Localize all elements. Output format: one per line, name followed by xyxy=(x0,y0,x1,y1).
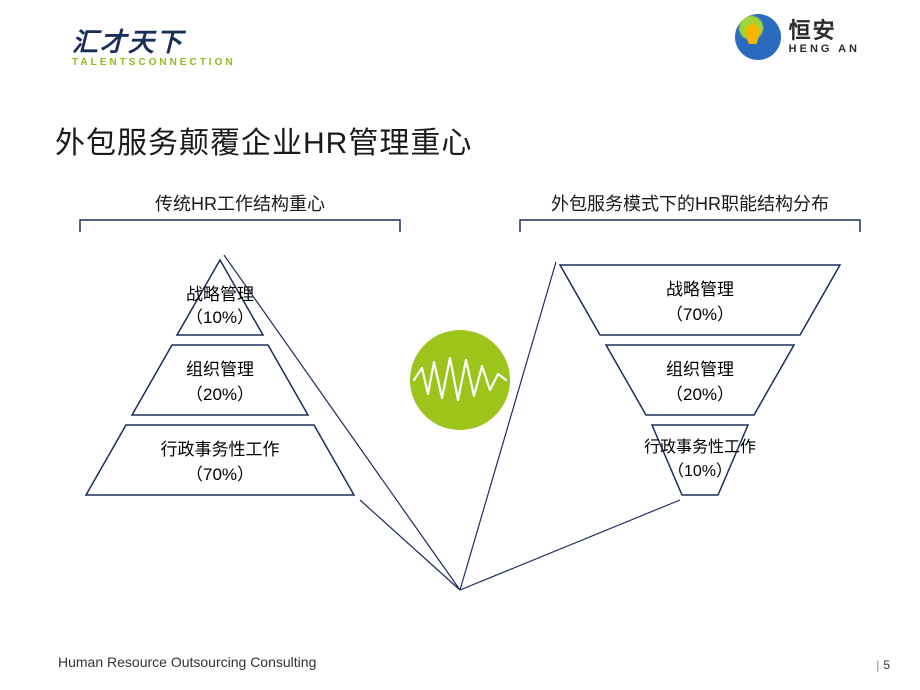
left-header: 传统HR工作结构重心 xyxy=(155,194,325,214)
right-l3-label: 行政事务性工作 xyxy=(644,438,756,456)
right-header: 外包服务模式下的HR职能结构分布 xyxy=(551,194,829,214)
logo-right-en: HENG AN xyxy=(789,43,860,55)
logo-left: 汇才天下 TALENTSCONNECTION xyxy=(72,22,236,68)
left-l1-label: 战略管理 xyxy=(186,285,254,304)
logo-right: 恒安 HENG AN xyxy=(735,14,860,60)
globe-icon xyxy=(735,14,781,60)
right-l3-pct: （10%） xyxy=(668,462,732,480)
right-l2-pct: （20%） xyxy=(666,385,734,404)
logo-left-en: TALENTSCONNECTION xyxy=(72,57,236,68)
left-l2-label: 组织管理 xyxy=(186,360,254,379)
right-l2-label: 组织管理 xyxy=(666,360,734,379)
footer-text: Human Resource Outsourcing Consulting xyxy=(58,654,316,670)
logo-right-cn: 恒安 xyxy=(789,19,860,43)
page-title: 外包服务颠覆企业HR管理重心 xyxy=(55,118,472,162)
left-l3-pct: （70%） xyxy=(186,465,254,484)
right-l1-pct: （70%） xyxy=(666,305,734,324)
hr-structure-diagram: 传统HR工作结构重心 外包服务模式下的HR职能结构分布 战略管理 （10%） 组… xyxy=(0,190,920,610)
left-l1-pct: （10%） xyxy=(186,308,254,327)
left-l2-pct: （20%） xyxy=(186,385,254,404)
left-l3-label: 行政事务性工作 xyxy=(161,440,280,459)
logo-left-cn: 汇才天下 xyxy=(72,22,236,59)
page-number: |5 xyxy=(876,658,890,672)
right-l1-label: 战略管理 xyxy=(666,280,734,299)
